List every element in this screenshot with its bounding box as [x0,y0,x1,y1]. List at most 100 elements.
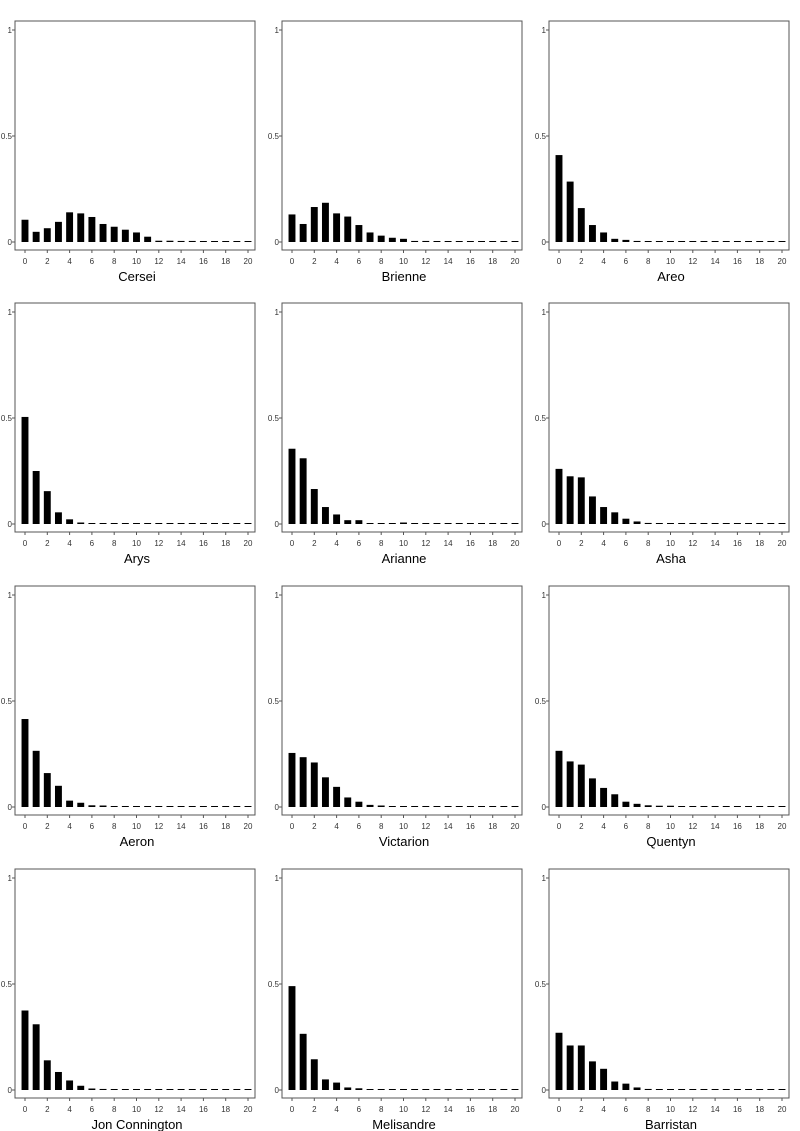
bar [333,1082,341,1090]
x-tick-label: 12 [154,257,163,266]
bar [678,1089,686,1090]
x-tick-label: 4 [334,822,339,831]
bar [633,803,641,807]
bar [77,213,85,242]
bar [500,523,508,524]
bar [489,523,497,524]
bar [622,801,630,807]
x-tick-label: 16 [199,822,208,831]
bar [566,761,574,807]
chart-title: Melisandre [372,1117,436,1131]
x-tick-label: 12 [421,1105,430,1114]
chart-panel: 0 0.5 1 0 2 4 6 8 10 12 14 16 18 20 Asha [534,282,800,566]
x-tick-label: 0 [290,822,295,831]
x-tick-label: 20 [244,257,253,266]
y-tick-label: 0 [8,1086,13,1095]
x-tick-label: 12 [421,822,430,831]
bar [333,213,341,242]
x-tick-label: 8 [379,1105,384,1114]
bar [321,202,329,242]
x-tick-label: 2 [579,1105,584,1114]
x-tick-label: 0 [557,539,562,548]
bar [355,225,363,242]
y-tick-label: 0 [275,803,280,812]
x-tick-label: 2 [312,822,317,831]
bar [622,518,630,524]
x-tick-label: 20 [244,822,253,831]
chart-panel: 0 0.5 1 0 2 4 6 8 10 12 14 16 18 20 Melisandre [267,848,533,1131]
bar [511,806,519,807]
x-tick-label: 14 [711,539,720,548]
x-tick-label: 2 [45,539,50,548]
bar [433,523,441,524]
bar [344,520,352,524]
plot-frame [548,302,790,533]
x-tick-label: 8 [112,1105,117,1114]
bar [288,448,296,524]
bar [177,523,185,524]
bar [667,805,674,807]
x-tick-label: 0 [23,257,28,266]
x-tick-label: 4 [334,257,339,266]
bar [433,806,441,807]
x-tick-label: 8 [379,539,384,548]
x-tick-label: 16 [466,539,475,548]
chart-title: Jon Connington [91,1117,182,1131]
bar [233,241,241,242]
x-tick-label: 4 [601,257,606,266]
bar [400,1089,407,1090]
bar [388,806,396,807]
bar [211,1089,218,1090]
x-tick-label: 10 [132,539,141,548]
bar [66,1080,74,1090]
bar [222,523,230,524]
y-tick-label: 0 [542,238,547,247]
x-tick-label: 6 [357,539,362,548]
x-tick-label: 20 [511,1105,520,1114]
x-tick-label: 10 [666,822,675,831]
bar [422,806,430,807]
bar [478,241,485,242]
bar [166,240,174,242]
chart-title: Brienne [382,269,427,284]
bar [310,207,318,242]
bar [54,785,62,807]
bar [110,1089,118,1090]
bar [166,1089,174,1090]
bar [21,219,29,242]
bar [466,1089,474,1090]
bar [177,1089,185,1090]
bar [366,1089,374,1090]
bar [43,491,51,524]
bar [611,238,619,242]
chart-title: Quentyn [646,834,695,849]
bar [222,806,230,807]
x-tick-label: 20 [778,257,787,266]
bar [478,806,485,807]
bar [177,240,185,242]
bar [478,523,485,524]
x-tick-label: 2 [312,1105,317,1114]
bar [489,806,497,807]
x-tick-label: 10 [399,257,408,266]
x-tick-label: 0 [23,822,28,831]
x-tick-label: 18 [755,257,764,266]
bar [21,719,29,807]
bar [155,806,163,807]
bar [577,1045,585,1090]
bar [722,523,730,524]
bar [144,1089,152,1090]
bar [233,523,241,524]
x-tick-label: 6 [90,257,95,266]
x-tick-label: 14 [444,257,453,266]
x-tick-label: 0 [23,1105,28,1114]
x-tick-label: 20 [244,539,253,548]
bar [32,231,40,242]
bar [310,1059,318,1090]
x-tick-label: 6 [357,1105,362,1114]
bar [644,241,652,242]
x-tick-label: 4 [67,1105,72,1114]
